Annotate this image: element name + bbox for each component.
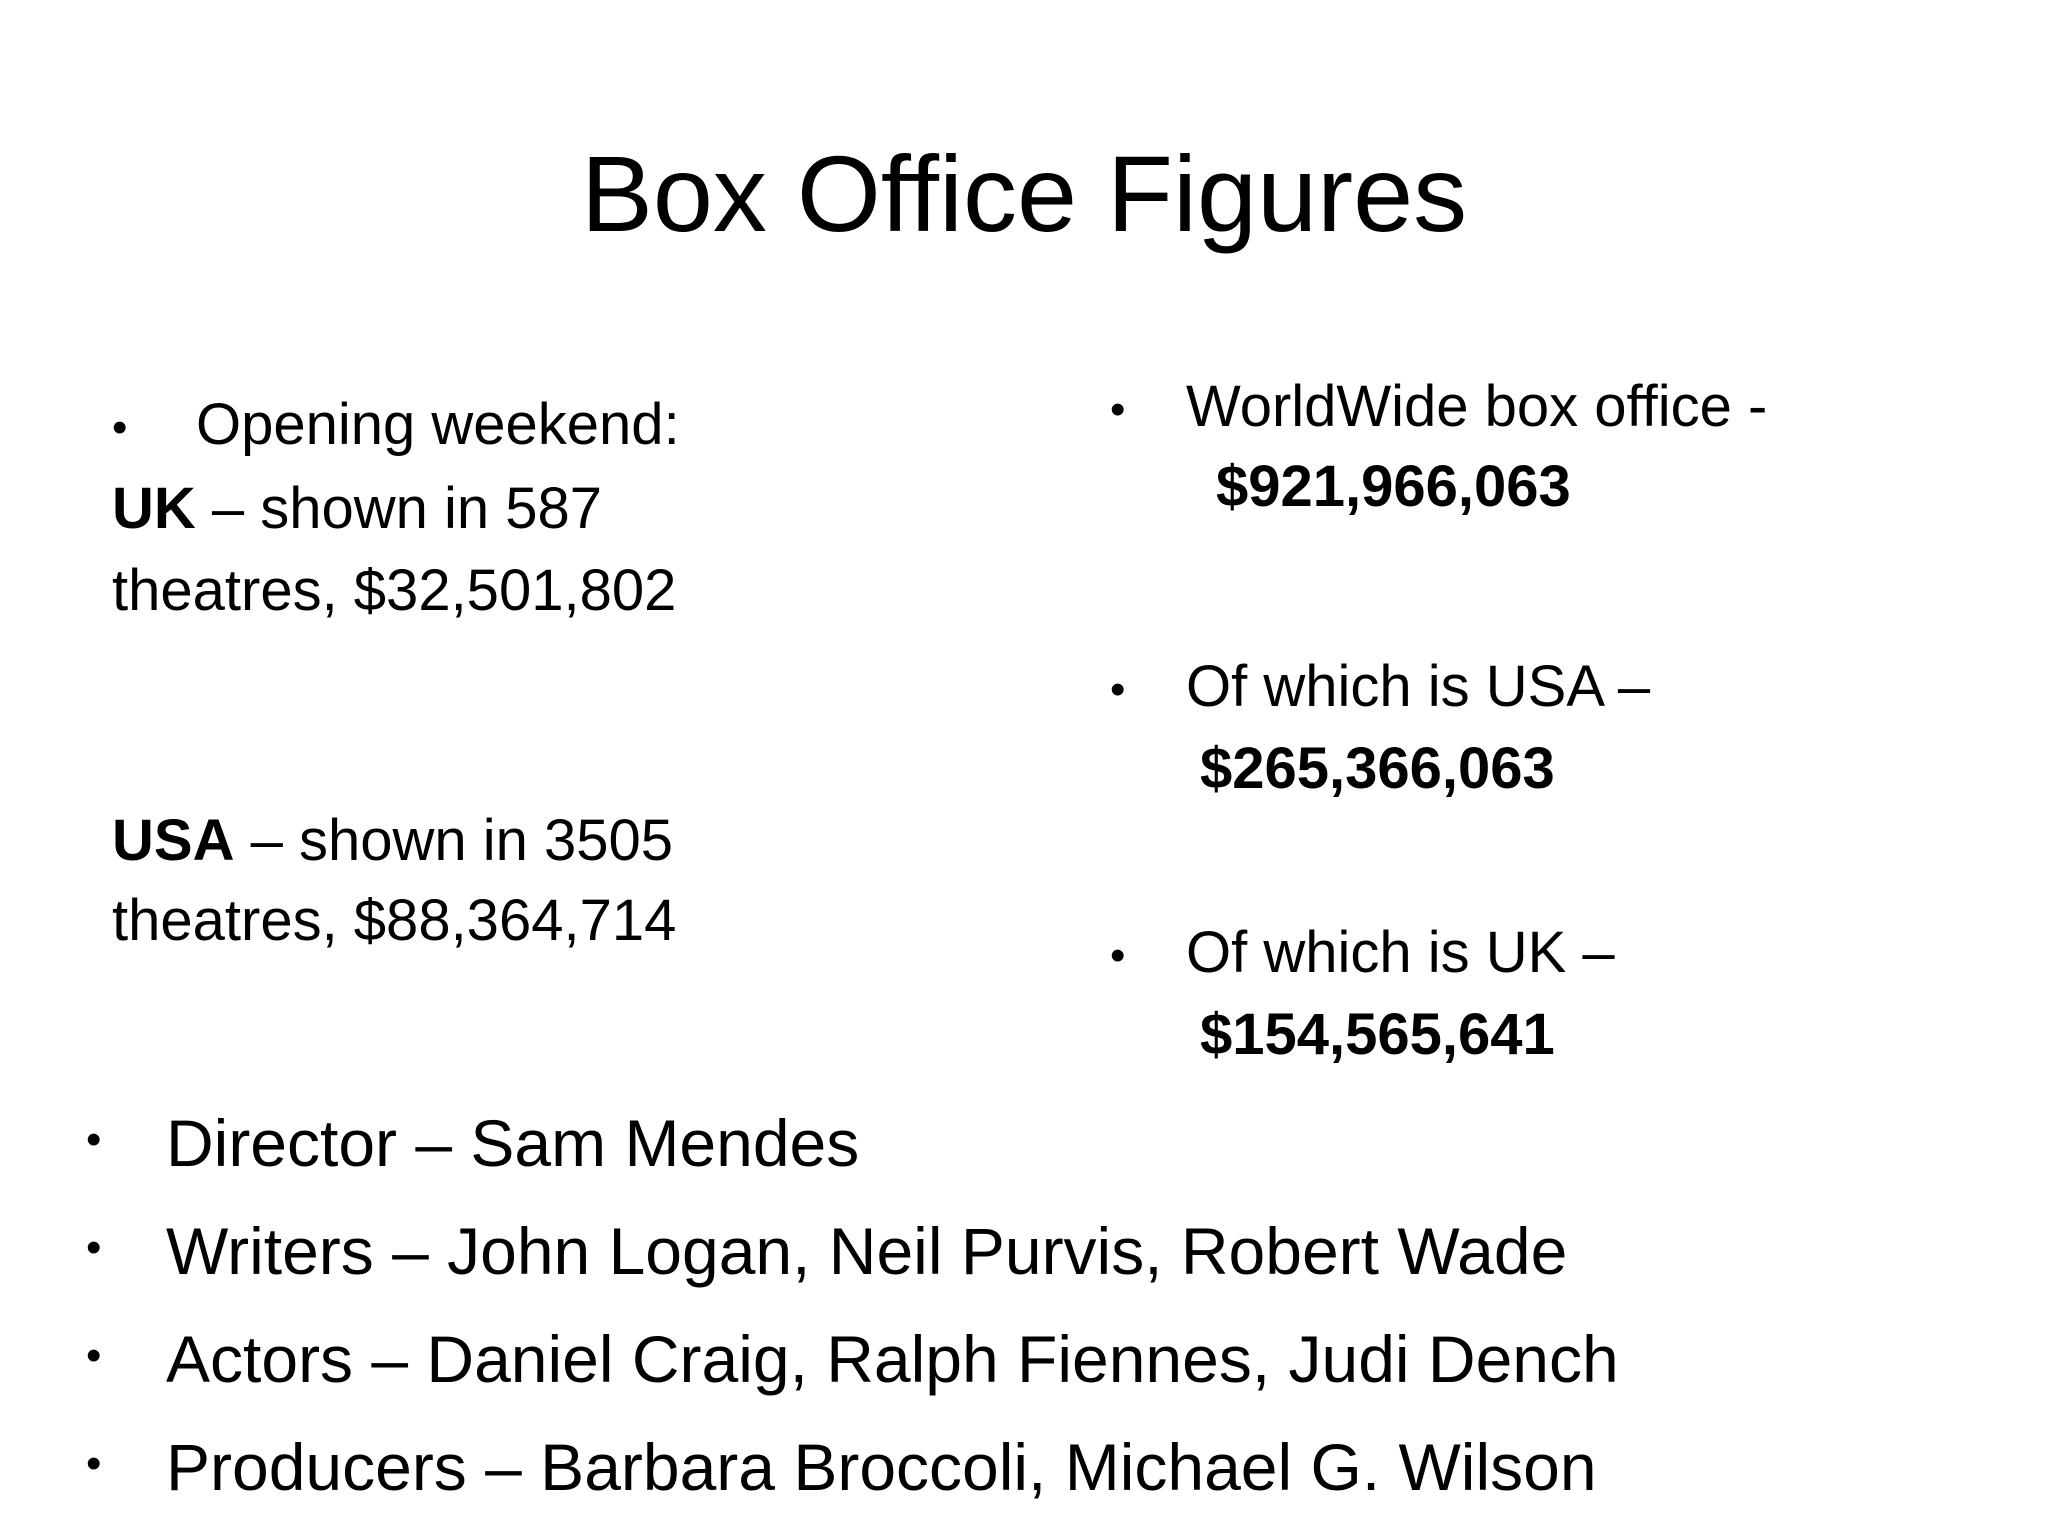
opening-weekend-label: Opening weekend: xyxy=(196,392,680,457)
usa-opening-line: USA – shown in 3505 xyxy=(112,812,673,870)
usa-total-label: Of which is USA – xyxy=(1186,654,1651,719)
usa-total-value: $265,366,063 xyxy=(1200,736,1555,801)
credit-director: Director – Sam Mendes xyxy=(166,1106,860,1180)
uk-detail: – shown in 587 xyxy=(195,476,603,541)
bullet-writers: • xyxy=(86,1223,102,1272)
credit-actors: Actors – Daniel Craig, Ralph Fiennes, Ju… xyxy=(166,1322,1619,1396)
uk-label: UK xyxy=(112,476,196,541)
bullet-worldwide: • xyxy=(1110,385,1126,434)
worldwide-label: WorldWide box office - xyxy=(1186,374,1768,439)
uk-opening-amount: theatres, $32,501,802 xyxy=(112,558,677,623)
usa-detail: – shown in 3505 xyxy=(234,808,674,873)
usa-label: USA xyxy=(112,808,235,873)
worldwide-value: $921,966,063 xyxy=(1216,454,1571,519)
bullet-director: • xyxy=(86,1115,102,1164)
uk-opening-line: UK – shown in 587 xyxy=(112,480,602,538)
bullet-producers: • xyxy=(86,1439,102,1488)
usa-opening-amount: theatres, $88,364,714 xyxy=(112,888,677,953)
bullet-uk-total: • xyxy=(1110,931,1126,980)
uk-total-label: Of which is UK – xyxy=(1186,920,1615,985)
bullet-usa-total: • xyxy=(1110,665,1126,714)
credit-producers: Producers – Barbara Broccoli, Michael G.… xyxy=(166,1430,1597,1504)
bullet-opening-weekend: • xyxy=(112,403,128,452)
credit-writers: Writers – John Logan, Neil Purvis, Rober… xyxy=(166,1214,1568,1288)
bullet-actors: • xyxy=(86,1331,102,1380)
uk-total-value: $154,565,641 xyxy=(1200,1002,1555,1067)
slide-title: Box Office Figures xyxy=(580,133,1468,254)
